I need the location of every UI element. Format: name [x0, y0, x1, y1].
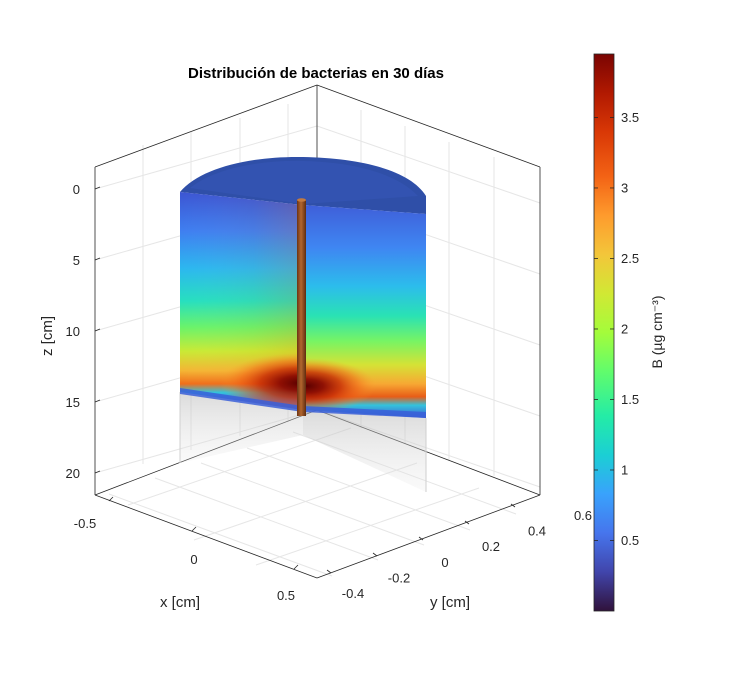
lower-cylinder-ghost	[179, 392, 427, 492]
colorbar-tick-label: 2.5	[621, 251, 639, 266]
z-tick-label: 15	[66, 395, 80, 410]
z-tick-label: 10	[66, 324, 80, 339]
x-tick-label: 0	[190, 552, 197, 567]
y-tick-label: 0.6	[574, 508, 592, 523]
central-rod	[297, 200, 306, 416]
x-tick-label: 0.5	[277, 588, 295, 603]
colorbar-tick-label: 2	[621, 321, 628, 336]
z-tick-label: 20	[66, 466, 80, 481]
colorbar-label: B (µg cm⁻³)	[649, 295, 665, 368]
y-tick-label: 0	[441, 555, 448, 570]
colorbar-tick-label: 0.5	[621, 533, 639, 548]
y-tick-label: 0.2	[482, 539, 500, 554]
colorbar-tick-label: 1.5	[621, 392, 639, 407]
x-tick-labels: -0.5 0 0.5	[74, 516, 295, 603]
y-tick-label: -0.4	[342, 586, 364, 601]
x-tick-label: -0.5	[74, 516, 96, 531]
colorbar-ticks: 0.5 1 1.5 2 2.5 3 3.5	[594, 110, 639, 548]
colorbar-tick-label: 1	[621, 462, 628, 477]
tick-marks	[94, 186, 516, 574]
x-axis-label: x [cm]	[160, 594, 200, 611]
colorbar-tick-label: 3.5	[621, 110, 639, 125]
y-tick-label: -0.2	[388, 570, 410, 585]
chart-title: Distribución de bacterias en 30 días	[188, 65, 444, 82]
y-tick-labels: -0.4 -0.2 0 0.2 0.4 0.6	[342, 508, 592, 601]
cylinder-section	[180, 156, 426, 418]
y-axis-label: y [cm]	[430, 594, 470, 611]
z-tick-labels: 0 5 10 15 20	[66, 182, 80, 481]
colorbar-tick-label: 3	[621, 180, 628, 195]
z-tick-label: 5	[73, 253, 80, 268]
colorbar: 0.5 1 1.5 2 2.5 3 3.5 B (µg cm⁻³)	[593, 53, 665, 612]
z-axis-label: z [cm]	[39, 316, 56, 356]
colorbar-strip	[593, 53, 615, 612]
z-tick-label: 0	[73, 182, 80, 197]
y-tick-label: 0.4	[528, 524, 546, 539]
